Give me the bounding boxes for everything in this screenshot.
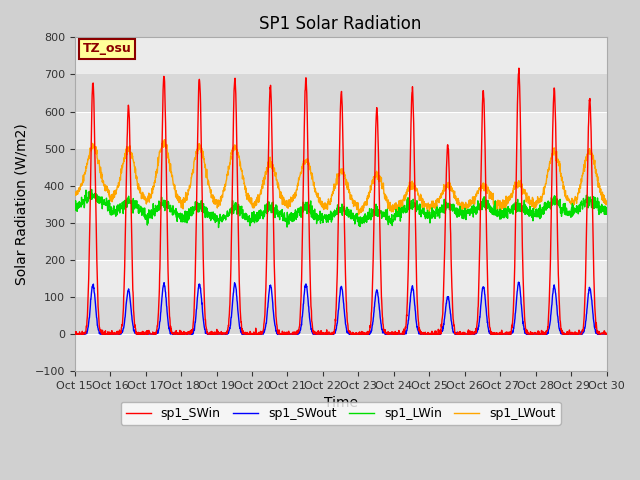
sp1_LWin <box>71 204 79 209</box>
sp1_LWout <box>571 197 579 203</box>
sp1_SWout <box>71 331 79 337</box>
Line: sp1_LWin: sp1_LWin <box>75 190 607 228</box>
sp1_LWin <box>88 187 95 192</box>
Text: TZ_osu: TZ_osu <box>83 42 131 55</box>
sp1_LWout <box>556 161 564 167</box>
sp1_LWout <box>495 207 503 213</box>
Y-axis label: Solar Radiation (W/m2): Solar Radiation (W/m2) <box>15 123 29 285</box>
sp1_SWout <box>515 279 523 285</box>
sp1_LWin <box>220 214 227 219</box>
sp1_SWout <box>367 327 375 333</box>
sp1_SWout <box>219 331 227 337</box>
sp1_SWin <box>71 330 79 336</box>
sp1_LWin <box>495 213 503 218</box>
sp1_LWout <box>355 212 362 218</box>
Bar <box>75 223 607 260</box>
Line: sp1_SWout: sp1_SWout <box>75 282 607 334</box>
sp1_LWin <box>571 207 579 213</box>
Bar <box>75 297 607 334</box>
Bar <box>75 74 607 111</box>
sp1_SWout <box>356 331 364 337</box>
sp1_SWout <box>571 331 579 337</box>
sp1_SWin <box>603 331 611 337</box>
sp1_LWout <box>220 188 227 193</box>
sp1_LWin <box>368 211 376 217</box>
sp1_SWin <box>571 331 579 336</box>
sp1_LWin <box>556 196 564 202</box>
sp1_LWin <box>356 217 364 223</box>
sp1_SWin <box>220 331 227 337</box>
sp1_SWin <box>495 330 503 336</box>
sp1_LWin <box>214 225 222 230</box>
sp1_SWout <box>556 327 564 333</box>
Line: sp1_LWout: sp1_LWout <box>75 140 607 215</box>
X-axis label: Time: Time <box>324 396 358 410</box>
Line: sp1_SWin: sp1_SWin <box>75 68 607 334</box>
Legend: sp1_SWin, sp1_SWout, sp1_LWin, sp1_LWout: sp1_SWin, sp1_SWout, sp1_LWin, sp1_LWout <box>120 402 561 425</box>
sp1_LWin <box>603 210 611 216</box>
sp1_SWout <box>603 331 611 337</box>
Title: SP1 Solar Radiation: SP1 Solar Radiation <box>259 15 422 33</box>
Bar <box>75 149 607 186</box>
sp1_SWin <box>556 318 564 324</box>
sp1_LWout <box>161 137 168 143</box>
sp1_SWin <box>368 309 376 314</box>
sp1_SWout <box>495 331 503 337</box>
sp1_LWout <box>356 208 364 214</box>
sp1_LWout <box>368 181 376 187</box>
sp1_LWout <box>71 191 79 196</box>
sp1_SWin <box>71 331 79 337</box>
sp1_SWin <box>356 331 364 337</box>
sp1_LWout <box>603 198 611 204</box>
sp1_SWin <box>515 65 523 71</box>
